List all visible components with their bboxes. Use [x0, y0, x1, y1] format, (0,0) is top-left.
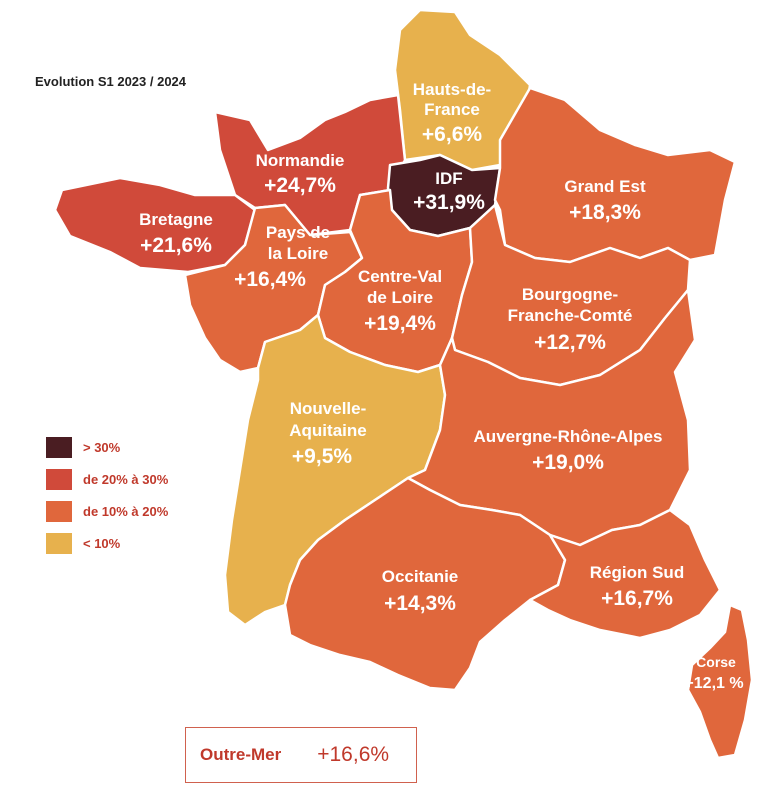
region-value: +21,6% — [140, 234, 212, 257]
region-name: Aquitaine — [289, 421, 366, 440]
label-corse: Corse +12,1 % — [684, 654, 743, 692]
region-name: Hauts-de- — [413, 80, 491, 99]
region-name: IDF — [435, 169, 462, 188]
label-bourgogne-franche-comte: Bourgogne- Franche-Comté +12,7% — [508, 285, 633, 354]
region-value: +18,3% — [569, 201, 641, 224]
region-name: Auvergne-Rhône-Alpes — [474, 427, 663, 446]
label-occitanie: Occitanie +14,3% — [382, 567, 459, 615]
region-sud[interactable] — [528, 508, 722, 640]
region-name: France — [424, 100, 480, 119]
region-name: Corse — [696, 654, 736, 670]
label-pays-de-la-loire: Pays de la Loire +16,4% — [234, 223, 330, 291]
region-value: +6,6% — [422, 123, 482, 146]
region-name: la Loire — [268, 244, 328, 263]
region-name: de Loire — [367, 288, 433, 307]
region-value: +12,1 % — [684, 675, 743, 692]
legend-label: < 10% — [83, 535, 121, 551]
map-title: Evolution S1 2023 / 2024 — [35, 74, 187, 89]
region-name: Centre-Val — [358, 267, 442, 286]
region-name: Grand Est — [564, 177, 646, 196]
legend-label: > 30% — [83, 439, 121, 455]
region-value: +24,7% — [264, 174, 336, 197]
region-name: Bretagne — [139, 210, 213, 229]
region-value: +16,7% — [601, 587, 673, 610]
legend-swatch — [46, 532, 72, 554]
legend-swatch — [46, 468, 72, 490]
legend-swatch — [46, 436, 72, 458]
label-normandie: Normandie +24,7% — [256, 151, 345, 197]
region-grand-est[interactable] — [493, 86, 737, 264]
label-bretagne: Bretagne +21,6% — [139, 210, 213, 257]
region-name: Nouvelle- — [290, 399, 367, 418]
region-value: +12,7% — [534, 331, 606, 354]
label-hauts-de-france: Hauts-de- France +6,6% — [413, 80, 491, 146]
legend-item: < 10% — [46, 527, 168, 559]
region-value: +14,3% — [384, 592, 456, 615]
label-nouvelle-aquitaine: Nouvelle- Aquitaine +9,5% — [289, 399, 366, 468]
region-name: Région Sud — [590, 563, 684, 582]
legend: > 30% de 20% à 30% de 10% à 20% < 10% — [46, 431, 168, 559]
label-centre-val-de-loire: Centre-Val de Loire +19,4% — [358, 267, 442, 335]
region-name: Normandie — [256, 151, 345, 170]
region-name: Bourgogne- — [522, 285, 618, 304]
region-value: +9,5% — [292, 445, 352, 468]
region-value: +19,4% — [364, 312, 436, 335]
outre-mer-value: +16,6% — [317, 743, 390, 766]
region-value: +31,9% — [413, 191, 485, 214]
region-value: +19,0% — [532, 451, 604, 474]
label-auvergne-rhone-alpes: Auvergne-Rhône-Alpes +19,0% — [474, 427, 663, 474]
legend-item: de 10% à 20% — [46, 495, 168, 527]
legend-label: de 20% à 30% — [83, 471, 169, 487]
outre-mer-name: Outre-Mer — [200, 745, 282, 764]
legend-item: > 30% — [46, 431, 168, 463]
legend-label: de 10% à 20% — [83, 503, 169, 519]
region-name: Pays de — [266, 223, 330, 242]
outre-mer-box: Outre-Mer +16,6% — [185, 727, 417, 783]
region-name: Occitanie — [382, 567, 459, 586]
region-value: +16,4% — [234, 268, 306, 291]
label-grand-est: Grand Est +18,3% — [564, 177, 646, 224]
region-name: Franche-Comté — [508, 306, 633, 325]
label-idf: IDF +31,9% — [413, 169, 485, 214]
legend-item: de 20% à 30% — [46, 463, 168, 495]
label-region-sud: Région Sud +16,7% — [590, 563, 684, 610]
region-corse[interactable] — [686, 603, 754, 760]
legend-swatch — [46, 500, 72, 522]
